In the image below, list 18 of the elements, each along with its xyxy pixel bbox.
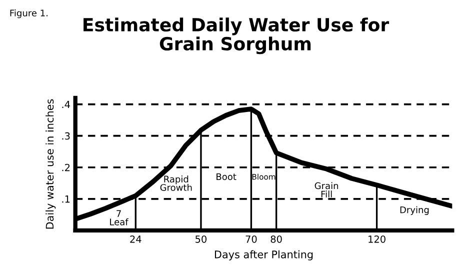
y-tick-label: .3 <box>62 132 70 140</box>
y-axis-title: Daily water use in inches <box>46 99 56 229</box>
x-tick-label: 50 <box>196 235 206 243</box>
annotation: Boot <box>216 173 236 180</box>
annotation: Drying <box>400 206 429 215</box>
x-axis-title: Days after Planting <box>214 250 313 260</box>
y-tick-label: .4 <box>62 100 70 108</box>
annotation: Grain Fill <box>314 182 338 198</box>
y-tick-label: .2 <box>62 164 70 172</box>
y-tick-label: .1 <box>62 196 70 203</box>
caption: Figure 1. <box>10 9 48 18</box>
x-tick-label: 120 <box>368 235 386 243</box>
x-tick-label: 70 <box>246 235 257 243</box>
chart-title: Estimated Daily Water Use for Grain Sorghum <box>84 18 390 54</box>
x-tick-label: 80 <box>270 235 282 243</box>
x-tick-label: 24 <box>130 235 142 243</box>
annotation: 7 Leaf <box>110 210 129 226</box>
annotation: Rapid Growth <box>160 176 192 191</box>
